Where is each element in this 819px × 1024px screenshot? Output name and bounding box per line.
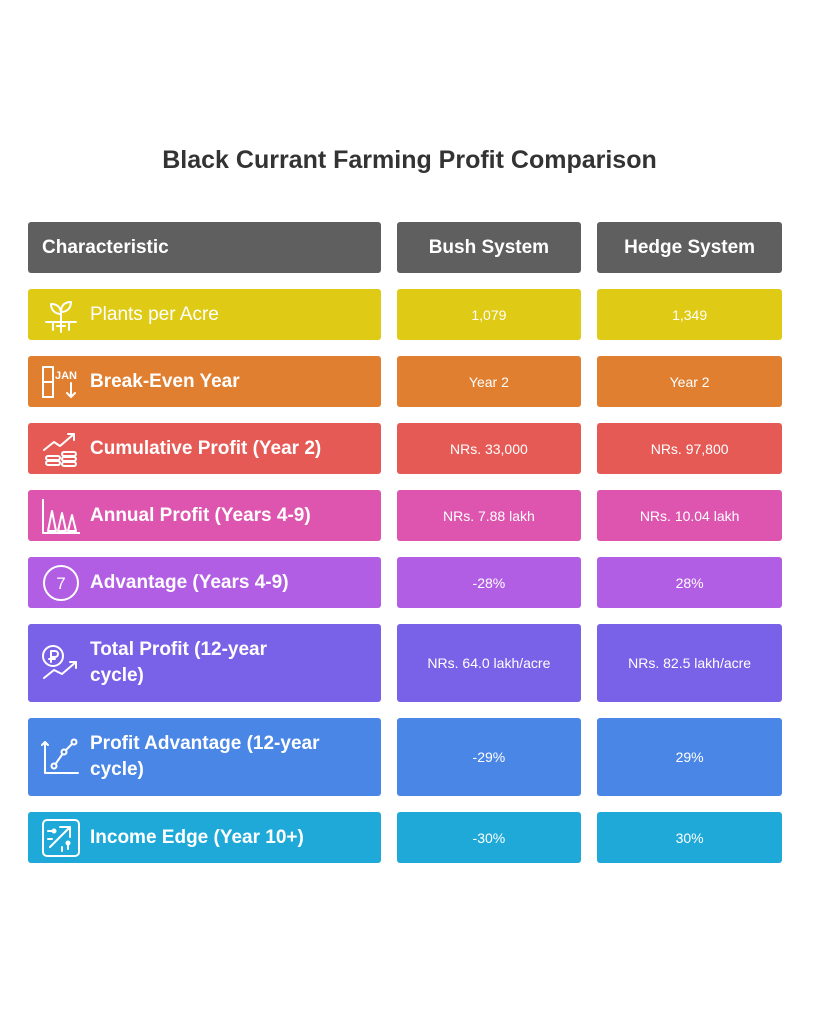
bush-value: Year 2 bbox=[396, 356, 582, 407]
characteristic-label: Income Edge (Year 10+) bbox=[90, 826, 304, 848]
table-row: Profit Advantage (12-year cycle) -29% 29% bbox=[28, 718, 782, 796]
coins-growth-icon bbox=[40, 428, 82, 470]
hedge-value: Year 2 bbox=[597, 356, 782, 407]
characteristic-cell: Cumulative Profit (Year 2) bbox=[28, 423, 381, 474]
calendar-jan-text: JAN bbox=[55, 370, 77, 382]
bush-value: -30% bbox=[396, 812, 582, 863]
characteristic-label: Plants per Acre bbox=[90, 303, 219, 325]
calendar-jan-icon: JAN bbox=[40, 361, 82, 403]
bush-value: -28% bbox=[396, 557, 582, 608]
bush-value: -29% bbox=[396, 718, 582, 796]
bush-value: 1,079 bbox=[396, 289, 582, 340]
table-row: JAN Break-Even Year Year 2 Year 2 bbox=[28, 356, 782, 407]
hedge-value: 1,349 bbox=[597, 289, 782, 340]
hedge-value: 28% bbox=[597, 557, 782, 608]
characteristic-label: Annual Profit (Years 4-9) bbox=[90, 504, 311, 526]
line-chart-icon bbox=[40, 736, 82, 778]
characteristic-cell: JAN Break-Even Year bbox=[28, 356, 381, 407]
characteristic-cell: Annual Profit (Years 4-9) bbox=[28, 490, 381, 541]
page-title: Black Currant Farming Profit Comparison bbox=[162, 146, 657, 174]
sprout-icon bbox=[40, 294, 82, 336]
comparison-table: Characteristic Bush System Hedge System … bbox=[28, 222, 782, 879]
hedge-value: NRs. 97,800 bbox=[597, 423, 782, 474]
characteristic-label: Total Profit (12-year cycle) bbox=[90, 639, 268, 686]
hedge-value: 30% bbox=[597, 812, 782, 863]
seven-text: 7 bbox=[56, 574, 65, 593]
header-hedge-system: Hedge System bbox=[597, 222, 782, 273]
characteristic-label: Advantage (Years 4-9) bbox=[90, 571, 289, 593]
header-characteristic: Characteristic bbox=[28, 222, 381, 273]
table-row: Income Edge (Year 10+) -30% 30% bbox=[28, 812, 782, 863]
characteristic-cell: Income Edge (Year 10+) bbox=[28, 812, 381, 863]
currency-growth-icon bbox=[40, 642, 82, 684]
characteristic-cell: Profit Advantage (12-year cycle) bbox=[28, 718, 381, 796]
characteristic-cell: Total Profit (12-year cycle) bbox=[28, 624, 381, 702]
number-seven-icon: 7 bbox=[40, 562, 82, 604]
hedge-value: NRs. 82.5 lakh/acre bbox=[597, 624, 782, 702]
bush-value: NRs. 33,000 bbox=[396, 423, 582, 474]
trees-icon bbox=[40, 495, 82, 537]
table-row: Plants per Acre 1,079 1,349 bbox=[28, 289, 782, 340]
circuit-arrow-icon bbox=[40, 817, 82, 859]
bush-value: NRs. 64.0 lakh/acre bbox=[396, 624, 582, 702]
table-row: Cumulative Profit (Year 2) NRs. 33,000 NRs… bbox=[28, 423, 782, 474]
bush-value: NRs. 7.88 lakh bbox=[396, 490, 582, 541]
characteristic-label: Cumulative Profit (Year 2) bbox=[90, 437, 322, 459]
table-row: Annual Profit (Years 4-9) NRs. 7.88 lakh N… bbox=[28, 490, 782, 541]
header-row: Characteristic Bush System Hedge System bbox=[28, 222, 782, 273]
header-bush-system: Bush System bbox=[396, 222, 582, 273]
characteristic-cell: 7 Advantage (Years 4-9) bbox=[28, 557, 381, 608]
hedge-value: NRs. 10.04 lakh bbox=[597, 490, 782, 541]
characteristic-cell: Plants per Acre bbox=[28, 289, 381, 340]
table-row: Total Profit (12-year cycle) NRs. 64.0 la… bbox=[28, 624, 782, 702]
hedge-value: 29% bbox=[597, 718, 782, 796]
table-row: 7 Advantage (Years 4-9) -28% 28% bbox=[28, 557, 782, 608]
characteristic-label: Break-Even Year bbox=[90, 370, 240, 392]
characteristic-label: Profit Advantage (12-year cycle) bbox=[90, 733, 320, 780]
